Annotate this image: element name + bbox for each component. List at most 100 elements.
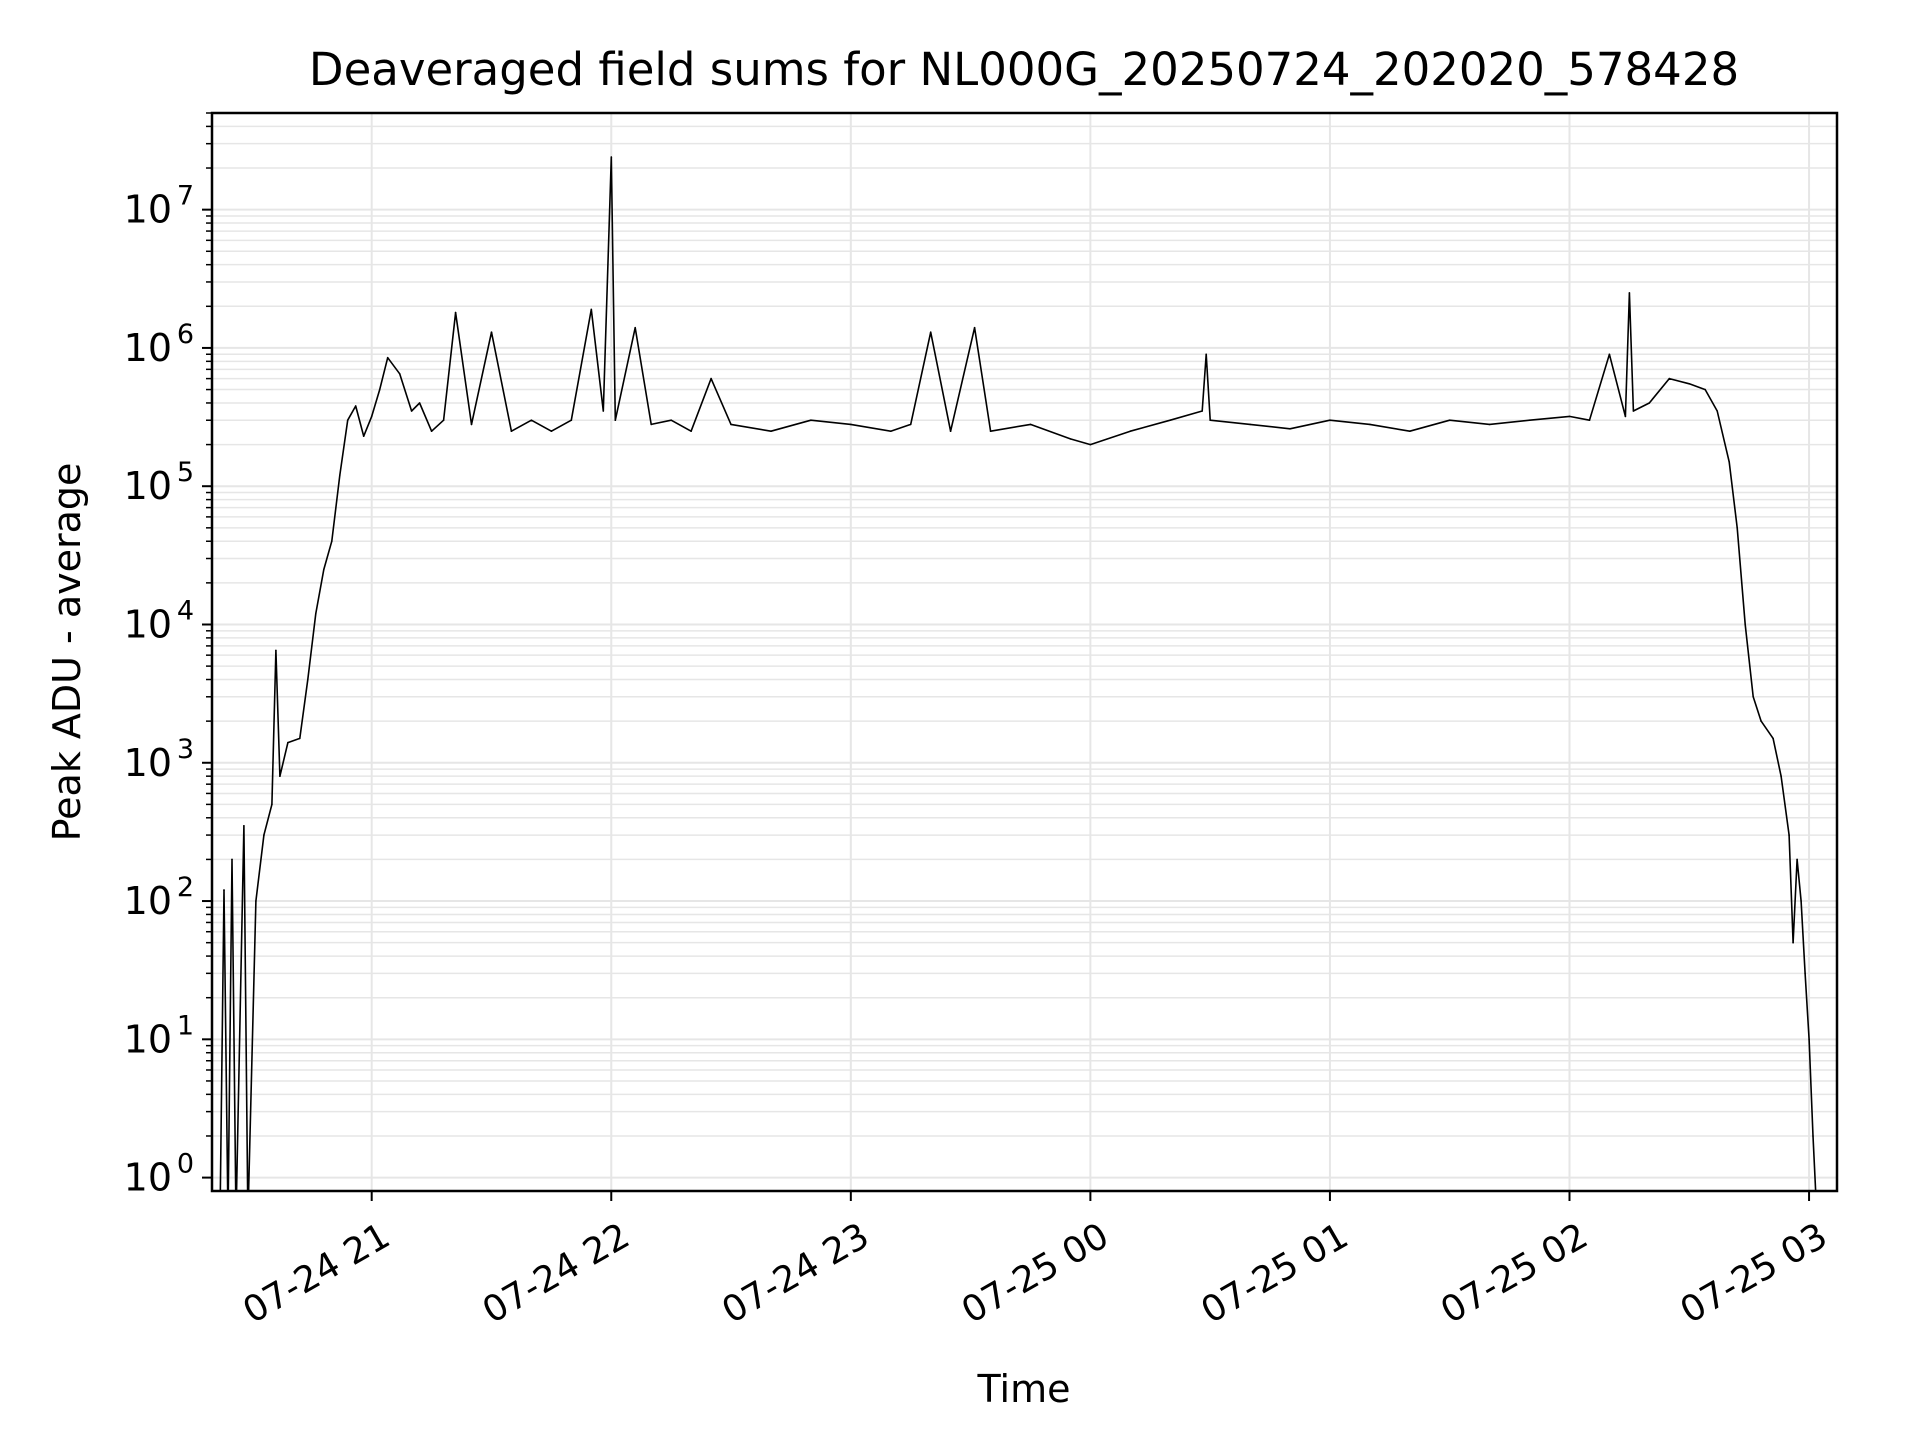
data-point <box>1029 423 1032 426</box>
y-tick-exponent: 2 <box>177 872 194 903</box>
data-point <box>614 419 617 422</box>
data-point <box>410 410 413 412</box>
data-point <box>973 326 976 329</box>
data-point <box>1409 430 1411 433</box>
y-tick-exponent: 6 <box>177 319 194 350</box>
data-point <box>454 311 457 314</box>
data-point <box>510 430 513 433</box>
data-point <box>271 803 273 806</box>
data-point <box>1089 443 1092 446</box>
y-tick-base: 10 <box>124 602 172 646</box>
data-point <box>1369 423 1371 426</box>
data-point <box>1624 415 1627 418</box>
data-point <box>1812 1135 1814 1137</box>
data-point <box>339 474 341 477</box>
data-point <box>1648 402 1651 404</box>
data-point <box>1632 410 1635 412</box>
data-point <box>243 825 245 827</box>
y-tick-base: 10 <box>124 1017 172 1061</box>
data-point <box>1716 410 1718 412</box>
data-point <box>1804 972 1806 975</box>
data-point <box>386 356 389 359</box>
data-point <box>263 834 265 836</box>
data-point <box>223 889 225 891</box>
data-point <box>418 402 421 404</box>
data-point <box>231 858 233 861</box>
y-tick-exponent: 5 <box>177 457 194 488</box>
data-point <box>1668 377 1671 380</box>
data-point <box>1628 292 1631 294</box>
data-point <box>949 430 952 433</box>
data-point <box>1792 941 1794 944</box>
x-axis-label: Time <box>977 1367 1071 1411</box>
data-point <box>1760 720 1762 722</box>
data-point <box>710 377 712 380</box>
y-tick-base: 10 <box>124 1156 172 1200</box>
y-tick-exponent: 1 <box>177 1010 194 1041</box>
data-point <box>1568 415 1571 418</box>
data-point <box>1069 438 1072 440</box>
data-point <box>362 435 365 438</box>
data-point <box>1329 419 1331 422</box>
y-tick-label: 10 <box>124 879 172 923</box>
data-point <box>690 430 692 433</box>
data-point <box>1808 1038 1810 1041</box>
y-tick-exponent: 3 <box>177 734 194 765</box>
y-tick-base: 10 <box>124 464 172 508</box>
data-point <box>1588 419 1591 422</box>
data-point <box>331 540 333 542</box>
data-point <box>1169 419 1171 422</box>
data-point <box>378 388 381 391</box>
data-point <box>398 373 401 375</box>
y-tick-base: 10 <box>124 326 172 370</box>
data-point <box>1209 419 1211 422</box>
data-point <box>1528 419 1531 422</box>
data-point <box>602 410 605 412</box>
data-point <box>1205 353 1207 356</box>
data-point <box>1289 428 1291 430</box>
data-point <box>354 405 357 407</box>
data-point <box>909 423 912 426</box>
data-point <box>1772 737 1774 740</box>
data-point <box>299 737 301 740</box>
y-tick-exponent: 7 <box>177 181 194 212</box>
data-point <box>850 423 852 426</box>
data-point <box>929 331 932 334</box>
series-line <box>219 156 1817 1191</box>
data-point <box>323 568 325 571</box>
data-point <box>1788 834 1790 836</box>
data-point <box>346 419 349 422</box>
grid-layer <box>212 112 1837 1191</box>
chart-title: Deaveraged field sums for NL000G_2025072… <box>309 43 1739 96</box>
data-point <box>315 612 317 615</box>
data-point <box>670 419 672 422</box>
data-point <box>279 775 281 777</box>
data-point <box>1704 388 1706 391</box>
y-tick-base: 10 <box>124 188 172 232</box>
data-point <box>287 741 289 744</box>
data-point <box>1800 900 1802 902</box>
data-point <box>255 900 257 902</box>
data-point <box>1744 623 1746 626</box>
data-point <box>470 423 473 426</box>
data-point <box>307 678 309 681</box>
data-point <box>550 430 553 433</box>
data-point <box>1249 423 1251 426</box>
series-layer <box>219 156 1817 1191</box>
data-point <box>442 419 445 422</box>
y-tick-label: 10 <box>124 188 172 232</box>
data-point <box>1688 383 1691 385</box>
data-point <box>634 326 636 329</box>
data-point <box>1728 461 1730 463</box>
data-point <box>650 423 652 426</box>
data-point <box>530 419 533 422</box>
y-tick-label: 10 <box>124 464 172 508</box>
data-point <box>590 308 593 311</box>
y-tick-exponent: 0 <box>177 1149 194 1180</box>
data-point <box>610 156 613 158</box>
plot-frame <box>210 111 1839 1193</box>
y-tick-label: 10 <box>124 602 172 646</box>
data-point <box>275 649 277 652</box>
